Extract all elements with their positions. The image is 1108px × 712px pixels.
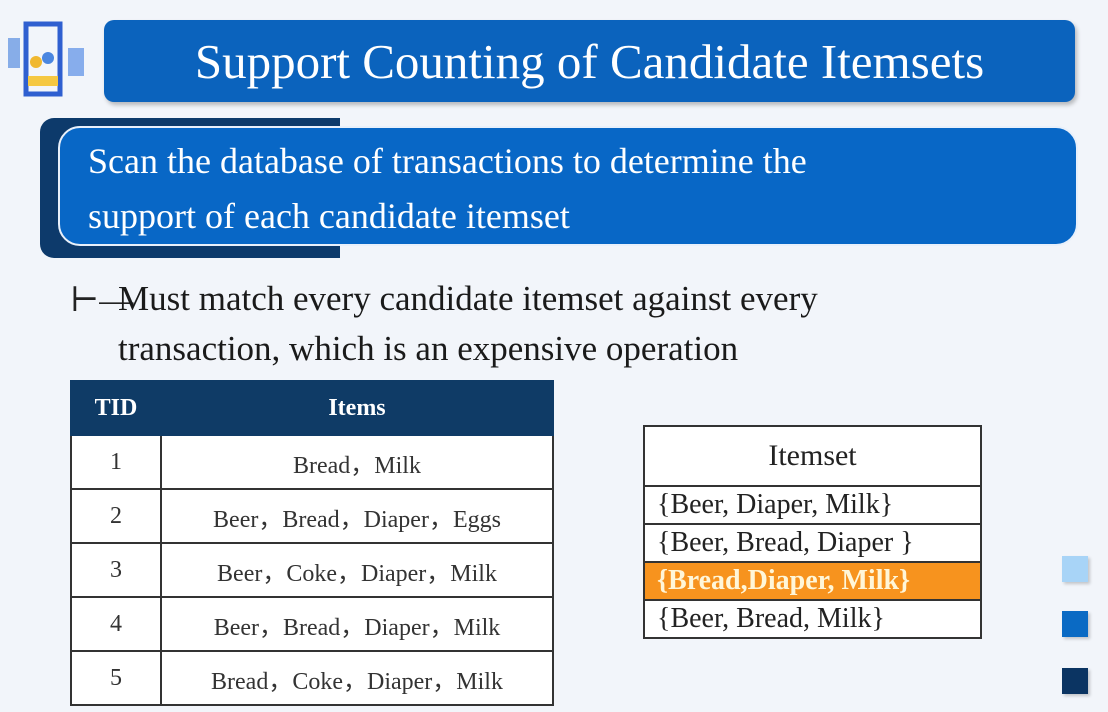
transactions-table: TID Items 1 Bread，Milk 2 Beer，Bread，Diaper… [70,380,554,706]
itemset-row: {Beer, Bread, Milk} [643,599,982,639]
bullet-line-2: transaction, which is an expensive opera… [118,329,739,368]
subtitle-line-1: Scan the database of transactions to det… [88,141,807,181]
tid-cell: 2 [70,488,162,544]
table-row: 2 Beer，Bread，Diaper，Eggs [70,488,554,544]
itemset-row: {Beer, Diaper, Milk} [643,485,982,525]
tid-cell: 3 [70,542,162,598]
bullet-line-1: Must match every candidate itemset again… [118,279,818,318]
table-row: 3 Beer，Coke，Diaper，Milk [70,542,554,598]
itemset-header: Itemset [643,425,982,487]
table-row: 1 Bread，Milk [70,434,554,490]
itemset-row: {Beer, Bread, Diaper } [643,523,982,563]
itemset-row-highlighted: {Bread,Diaper, Milk} [643,561,982,601]
slide-title: Support Counting of Candidate Itemsets [104,20,1075,102]
tid-cell: 4 [70,596,162,652]
items-cell: Beer，Bread，Diaper，Milk [160,596,554,652]
header-items: Items [160,380,554,436]
bullet-text: Must match every candidate itemset again… [118,274,1018,374]
items-cell: Bread，Milk [160,434,554,490]
subtitle-box: Scan the database of transactions to det… [58,126,1078,246]
tid-cell: 1 [70,434,162,490]
items-cell: Bread，Coke，Diaper，Milk [160,650,554,706]
subtitle-line-2: support of each candidate itemset [88,196,570,236]
light-blue-square [1062,556,1088,582]
tid-cell: 5 [70,650,162,706]
tee-dash-icon: ⊢— [70,282,134,319]
blue-square [1062,611,1088,637]
table-row: 4 Beer，Bread，Diaper，Milk [70,596,554,652]
presentation-illustration-icon [8,21,84,97]
table-header: TID Items [70,380,554,436]
table-row: 5 Bread，Coke，Diaper，Milk [70,650,554,706]
navy-square [1062,668,1088,694]
items-cell: Beer，Bread，Diaper，Eggs [160,488,554,544]
itemset-table: Itemset {Beer, Diaper, Milk} {Beer, Brea… [643,425,982,639]
items-cell: Beer，Coke，Diaper，Milk [160,542,554,598]
header-tid: TID [70,380,162,436]
